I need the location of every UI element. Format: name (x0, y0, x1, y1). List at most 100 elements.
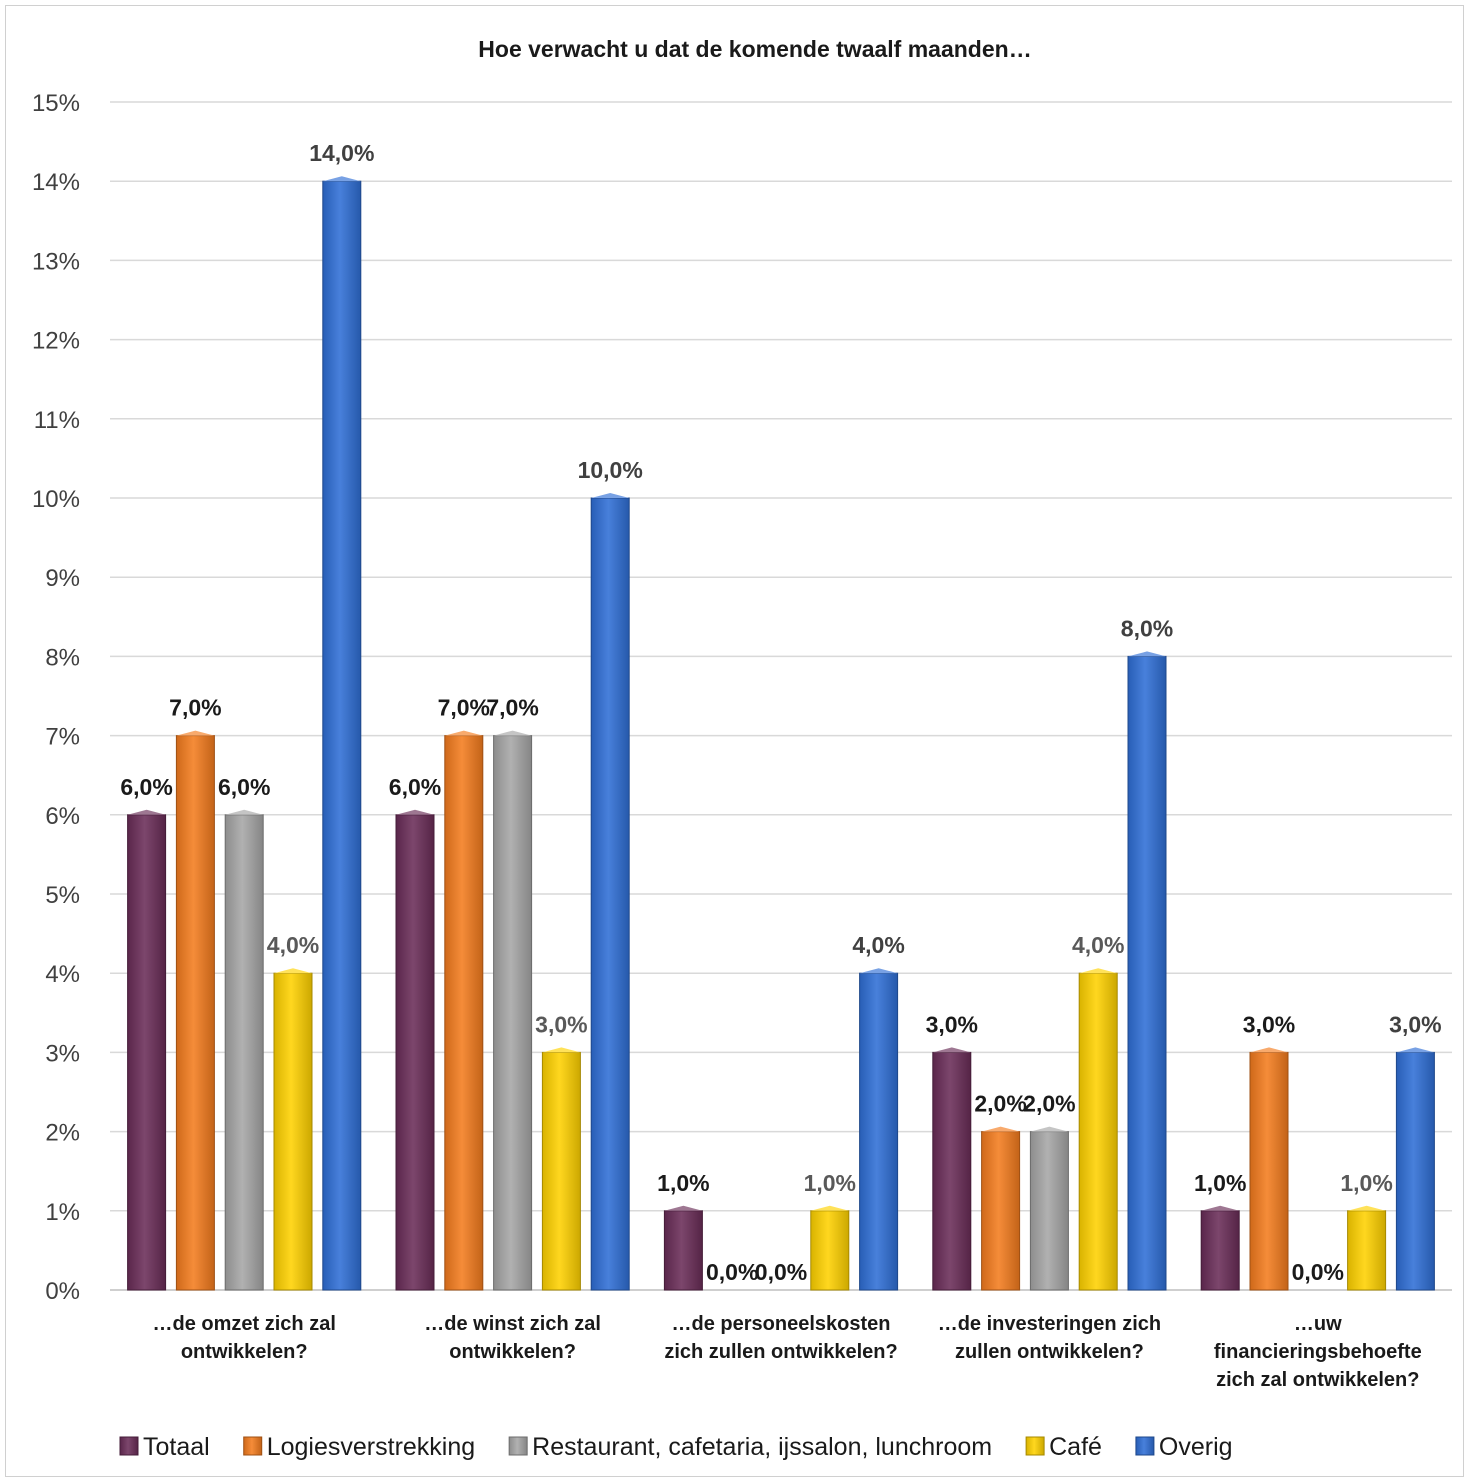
bar (932, 1051, 972, 1291)
bar-cap (542, 1047, 581, 1053)
y-tick-label: 2% (45, 1120, 80, 1147)
bar-cap (1396, 1047, 1435, 1053)
bar-cap (981, 1126, 1020, 1132)
bar-cap (1347, 1205, 1386, 1211)
y-tick-label: 11% (34, 407, 80, 434)
data-label: 7,0% (169, 695, 221, 721)
data-label: 0,0% (706, 1259, 758, 1285)
bar (127, 814, 167, 1291)
y-tick-label: 1% (45, 1199, 80, 1226)
legend-swatch (1135, 1436, 1155, 1456)
bar (1078, 972, 1118, 1291)
bar (1249, 1051, 1289, 1291)
data-label: 3,0% (926, 1011, 978, 1037)
legend-label: Overig (1159, 1433, 1233, 1461)
bar (663, 1210, 703, 1291)
data-label: 3,0% (1389, 1011, 1441, 1037)
data-label: 6,0% (120, 774, 172, 800)
bar (395, 814, 435, 1291)
data-label: 1,0% (1194, 1170, 1246, 1196)
bar (1395, 1051, 1435, 1291)
bar-cap (274, 968, 312, 974)
legend-swatch (243, 1436, 263, 1456)
category-label: …de omzet zich zal (153, 1313, 336, 1335)
bar (810, 1210, 850, 1291)
data-label: 4,0% (1072, 932, 1124, 958)
bar (444, 735, 484, 1291)
data-label: 1,0% (657, 1170, 709, 1196)
bar-cap (932, 1047, 971, 1053)
data-label: 0,0% (755, 1259, 807, 1285)
bar-cap (225, 809, 264, 815)
y-tick-label: 3% (45, 1040, 80, 1067)
data-label: 2,0% (974, 1091, 1026, 1117)
category-label: ontwikkelen? (449, 1341, 576, 1363)
legend-swatch (119, 1436, 139, 1456)
bar (322, 180, 362, 1291)
bar (175, 735, 215, 1291)
data-label: 7,0% (486, 695, 538, 721)
data-label: 3,0% (535, 1011, 587, 1037)
legend-label: Logiesverstrekking (267, 1433, 475, 1461)
bar-cap (591, 493, 630, 498)
bar-cap (1128, 651, 1166, 657)
bar-cap (1079, 968, 1118, 974)
category-label: financieringsbehoefte (1214, 1341, 1422, 1363)
data-label: 8,0% (1121, 615, 1173, 641)
y-tick-label: 5% (45, 882, 80, 909)
legend-label: Totaal (143, 1433, 210, 1461)
data-label: 3,0% (1243, 1011, 1295, 1037)
category-label: …de personeelskosten (672, 1313, 891, 1335)
bar (1347, 1210, 1387, 1291)
bar (493, 735, 533, 1291)
bar-cap (396, 809, 434, 815)
bar (273, 972, 313, 1291)
bar-cap (322, 176, 361, 182)
category-label: …de winst zich zal (424, 1313, 601, 1335)
y-tick-label: 0% (45, 1278, 80, 1305)
chart-title: Hoe verwacht u dat de komende twaalf maa… (478, 36, 1031, 62)
bars (127, 176, 1435, 1291)
category-label: …de investeringen zich (938, 1313, 1161, 1335)
y-tick-label: 6% (45, 803, 80, 830)
category-label: …uw (1294, 1313, 1342, 1335)
y-tick-label: 10% (32, 486, 80, 513)
data-label: 6,0% (389, 774, 441, 800)
legend-swatch (508, 1436, 528, 1456)
legend-swatch (1025, 1436, 1045, 1456)
bar-cap (1030, 1126, 1069, 1132)
data-label: 4,0% (267, 932, 319, 958)
y-tick-label: 4% (45, 961, 80, 988)
bar (541, 1051, 581, 1291)
data-labels: 6,0%7,0%6,0%4,0%14,0%6,0%7,0%7,0%3,0%10,… (120, 140, 1441, 1285)
data-label: 7,0% (438, 695, 490, 721)
bar-cap (493, 730, 532, 736)
data-label: 14,0% (309, 140, 374, 166)
data-label: 10,0% (578, 457, 643, 483)
y-tick-label: 13% (32, 248, 80, 275)
bar (224, 814, 264, 1291)
data-label: 1,0% (804, 1170, 856, 1196)
bar-cap (664, 1205, 703, 1211)
data-label: 0,0% (1292, 1259, 1344, 1285)
bar-cap (1250, 1047, 1288, 1053)
bar-cap (176, 730, 215, 736)
bar-cap (1201, 1205, 1240, 1211)
y-tick-label: 9% (45, 565, 80, 592)
y-tick-label: 7% (45, 724, 80, 751)
data-label: 6,0% (218, 774, 270, 800)
y-tick-label: 12% (32, 328, 80, 355)
bar (1029, 1131, 1069, 1291)
data-label: 4,0% (852, 932, 904, 958)
bar (1127, 655, 1167, 1291)
legend-label: Café (1049, 1433, 1102, 1461)
x-axis-category-labels: …de omzet zich zal ontwikkelen? …de winst … (153, 1313, 1422, 1391)
bar (590, 497, 630, 1291)
category-label: zich zullen ontwikkelen? (664, 1341, 897, 1363)
category-label: zich zal ontwikkelen? (1216, 1369, 1419, 1391)
bar-cap (859, 968, 898, 974)
category-label: zullen ontwikkelen? (955, 1341, 1144, 1363)
bar-cap (810, 1205, 849, 1211)
bar (859, 972, 899, 1291)
